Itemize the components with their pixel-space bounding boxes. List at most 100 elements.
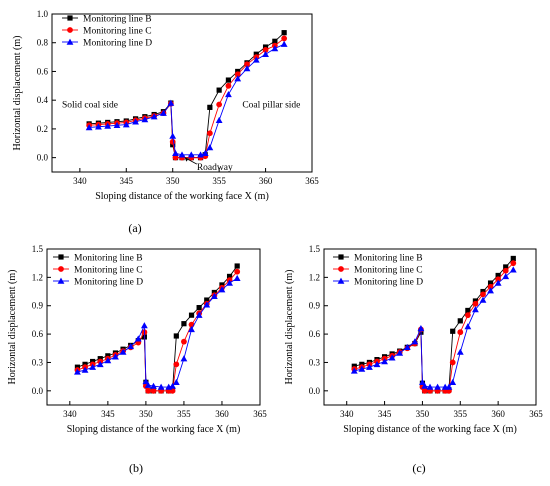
x-tick-label: 360	[259, 176, 273, 186]
x-tick-label: 345	[378, 409, 392, 419]
data-point	[502, 273, 510, 280]
chart-panel-a: 340 345 350 355 360 365 0.0 0.2 0.4 0.6 0.8 1.0 Slop…	[12, 9, 319, 235]
data-point	[81, 366, 89, 373]
annotation-solid-coal-side: Solid coal side	[62, 100, 118, 110]
series-monitoring-line-c	[86, 35, 288, 161]
data-point	[181, 338, 187, 345]
y-tick-label: 0.6	[309, 329, 321, 339]
data-point	[113, 121, 121, 129]
y-tick-label: 0.6	[37, 66, 49, 76]
x-tick-label: 355	[177, 409, 191, 419]
series-monitoring-line-d	[350, 266, 517, 390]
data-point	[403, 343, 411, 351]
y-axis-title: Horizontal displacement (m)	[12, 36, 23, 151]
data-point	[216, 101, 223, 108]
data-point	[234, 268, 241, 275]
data-point	[421, 387, 428, 394]
data-point	[112, 353, 119, 360]
data-point	[150, 382, 157, 389]
data-point	[140, 322, 148, 329]
data-point	[104, 357, 112, 364]
data-point	[180, 355, 188, 362]
data-point	[157, 383, 165, 390]
data-point	[457, 318, 463, 324]
legend-label: Monitoring line C	[74, 266, 143, 276]
data-point	[196, 305, 202, 311]
x-tick-label: 340	[63, 409, 77, 419]
data-point	[421, 382, 429, 389]
data-point	[172, 149, 179, 157]
data-point	[252, 56, 260, 63]
data-point	[145, 387, 152, 394]
legend-square-marker	[338, 254, 344, 260]
series-monitoring-line-b	[86, 30, 287, 161]
data-point	[225, 77, 232, 83]
data-point	[503, 264, 509, 270]
x-tick-label: 340	[73, 176, 87, 186]
y-tick-label: 1.5	[32, 244, 44, 254]
data-point	[487, 283, 494, 290]
data-point	[210, 292, 218, 299]
legend-triangle-marker	[337, 277, 345, 284]
plot-frame	[46, 248, 261, 406]
x-tick-label: 365	[529, 409, 543, 419]
annotation-roadway: Roadway	[197, 163, 233, 173]
data-point	[381, 358, 388, 365]
data-point	[225, 91, 232, 98]
data-point	[89, 363, 97, 370]
data-point	[388, 354, 396, 361]
data-point	[173, 333, 179, 339]
data-point	[142, 377, 150, 385]
data-point	[119, 348, 127, 355]
data-point	[457, 329, 464, 336]
data-point	[494, 279, 502, 286]
data-point	[510, 255, 516, 262]
x-tick-label: 350	[416, 409, 430, 419]
y-tick-label: 0.3	[32, 357, 44, 367]
data-point	[233, 274, 241, 282]
data-point	[426, 383, 434, 390]
data-point	[449, 378, 457, 386]
data-point	[178, 151, 186, 158]
legend-triangle-marker	[57, 277, 65, 284]
data-point	[234, 263, 240, 269]
x-tick-label: 350	[166, 176, 180, 186]
x-tick-label: 350	[139, 409, 153, 419]
data-point	[95, 123, 102, 130]
data-point	[243, 65, 251, 72]
legend: Monitoring line B Monitoring line C Monito…	[53, 254, 143, 288]
data-point	[510, 260, 517, 267]
y-tick-label: 0.0	[32, 386, 44, 396]
data-point	[188, 325, 195, 333]
data-point	[465, 307, 471, 314]
data-point	[464, 323, 472, 330]
y-tick-label: 0.3	[309, 357, 321, 367]
data-point	[434, 383, 441, 390]
series-line	[77, 271, 238, 392]
roadway-arrow-head	[184, 157, 189, 162]
legend-label: Monitoring line C	[354, 266, 423, 276]
legend: Monitoring line B Monitoring line C Monito…	[333, 254, 423, 288]
data-point	[366, 363, 373, 370]
data-point	[464, 312, 471, 319]
data-point	[201, 149, 209, 157]
data-point	[472, 306, 479, 313]
data-point	[122, 121, 130, 128]
data-point	[187, 151, 195, 158]
y-tick-label: 0.9	[32, 301, 44, 311]
legend-label: Monitoring line D	[74, 278, 143, 288]
legend-triangle-marker	[66, 38, 74, 45]
data-point	[169, 132, 177, 139]
data-point	[195, 311, 203, 318]
data-point	[226, 279, 233, 286]
legend-label: Monitoring line B	[83, 15, 152, 25]
y-tick-label: 1.2	[32, 272, 43, 282]
series-monitoring-line-d	[85, 40, 288, 158]
panel-label: (c)	[412, 461, 425, 475]
data-point	[244, 61, 250, 68]
series-monitoring-line-b	[351, 255, 516, 394]
x-tick-label: 355	[212, 176, 226, 186]
data-point	[225, 82, 232, 89]
x-tick-label: 345	[101, 409, 115, 419]
data-point	[445, 383, 453, 390]
